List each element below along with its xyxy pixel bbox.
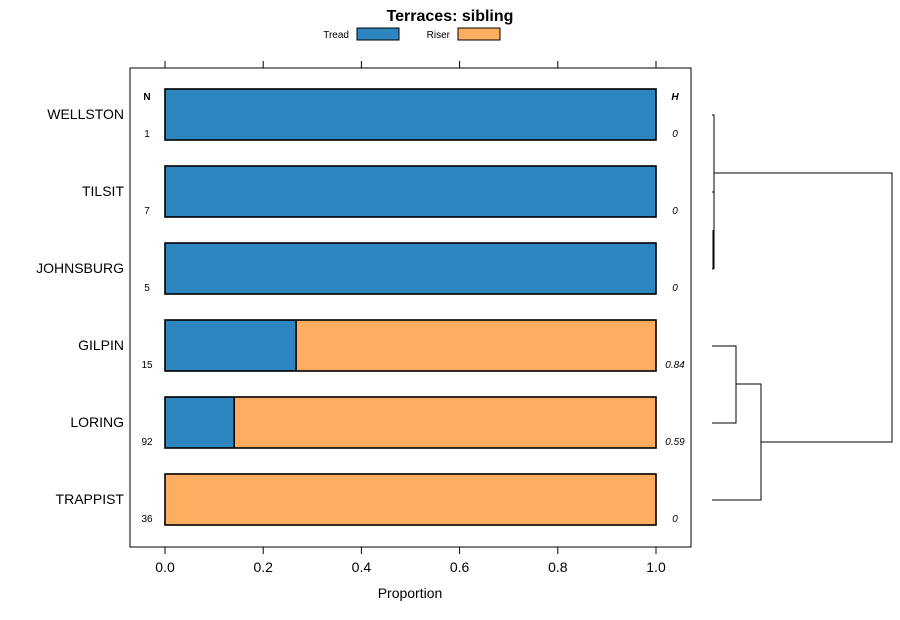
- h-value-wellston: 0: [672, 129, 678, 140]
- category-label-loring: LORING: [70, 414, 124, 430]
- n-header: N: [143, 92, 150, 103]
- category-label-johnsburg: JOHNSBURG: [36, 260, 124, 276]
- bar-loring-tread: [165, 397, 235, 448]
- dendrogram-branch-wellston: [712, 114, 715, 192]
- n-value-loring: 92: [141, 437, 153, 448]
- chart-title: Terraces: sibling: [387, 8, 514, 25]
- dendrogram-branch-tilsit: [712, 191, 715, 269]
- n-value-gilpin: 15: [141, 360, 153, 371]
- n-value-johnsburg: 5: [144, 283, 150, 294]
- legend-label-riser: Riser: [427, 30, 451, 41]
- h-value-loring: 0.59: [665, 437, 685, 448]
- x-tick-label: 0.6: [450, 559, 470, 575]
- n-value-wellston: 1: [144, 129, 150, 140]
- legend: Tread Riser: [323, 27, 501, 41]
- bars-group: [164, 88, 657, 526]
- bar-outline-tilsit: [164, 165, 657, 218]
- h-value-gilpin: 0.84: [665, 360, 685, 371]
- dendrogram-branch-top-cluster: [714, 172, 893, 443]
- x-tick-label: 0.8: [548, 559, 568, 575]
- bar-outline-trappist: [164, 473, 657, 526]
- bar-outline-gilpin: [164, 319, 657, 372]
- category-label-tilsit: TILSIT: [82, 183, 124, 199]
- bar-loring-riser: [234, 397, 656, 448]
- h-value-tilsit: 0: [672, 206, 678, 217]
- bar-gilpin-tread: [165, 320, 297, 371]
- x-tick-label: 1.0: [646, 559, 666, 575]
- legend-label-tread: Tread: [323, 30, 349, 41]
- dendrogram: [712, 114, 893, 501]
- bar-trappist-riser: [165, 474, 656, 525]
- category-label-wellston: WELLSTON: [47, 106, 124, 122]
- x-axis: 0.0 0.2 0.4 0.6 0.8 1.0: [155, 61, 666, 575]
- bar-johnsburg-tread: [165, 243, 656, 294]
- bar-outline-wellston: [164, 88, 657, 141]
- x-tick-label: 0.4: [352, 559, 372, 575]
- plot-panel: [129, 67, 692, 548]
- n-value-tilsit: 7: [144, 206, 150, 217]
- category-label-trappist: TRAPPIST: [56, 491, 125, 507]
- h-header: H: [671, 92, 679, 103]
- bar-gilpin-riser: [296, 320, 656, 371]
- bar-wellston-tread: [165, 89, 656, 140]
- h-value-johnsburg: 0: [672, 283, 678, 294]
- x-axis-title: Proportion: [378, 585, 443, 601]
- x-tick-label: 0.2: [253, 559, 273, 575]
- labels-group: WELLSTON 1 0 TILSIT 7 0 JOHNSBURG 5 0 GILPIN 15 0.8…: [36, 106, 685, 525]
- legend-swatch-tread: [356, 27, 400, 41]
- dendrogram-branch-gilpin: [712, 345, 737, 424]
- x-tick-label: 0.0: [155, 559, 175, 575]
- dendrogram-branch-johnsburg: [712, 230, 714, 270]
- n-value-trappist: 36: [141, 514, 153, 525]
- legend-swatch-riser: [457, 27, 501, 41]
- bar-tilsit-tread: [165, 166, 656, 217]
- category-label-gilpin: GILPIN: [78, 337, 124, 353]
- bar-outline-johnsburg: [164, 242, 657, 295]
- bar-outline-loring: [164, 396, 657, 449]
- h-value-trappist: 0: [672, 514, 678, 525]
